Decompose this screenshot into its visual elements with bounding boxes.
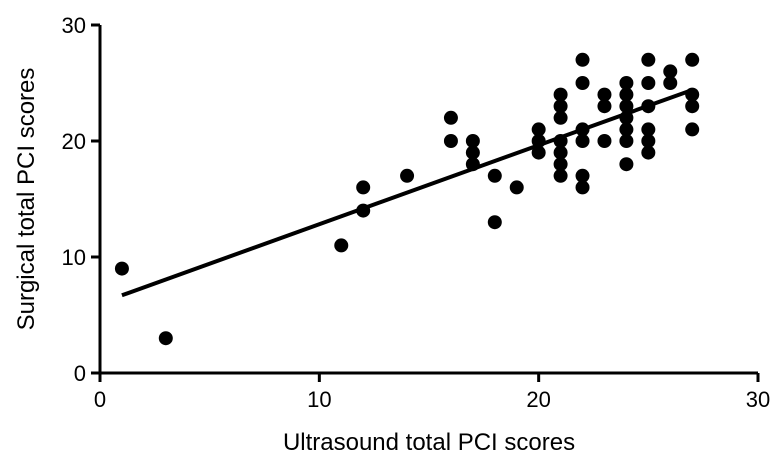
plot-area [114, 52, 700, 346]
data-point [487, 215, 502, 230]
data-point [465, 157, 480, 172]
data-point [641, 122, 656, 137]
data-point [575, 168, 590, 183]
y-tick-label: 30 [62, 13, 86, 38]
data-point [553, 134, 568, 148]
data-point [575, 122, 590, 137]
data-point [553, 157, 568, 172]
data-point [553, 145, 568, 160]
data-point [641, 145, 656, 160]
data-point [619, 87, 634, 102]
regression-line [121, 88, 693, 298]
data-point [334, 238, 349, 253]
data-point [619, 157, 634, 172]
x-tick-label: 0 [94, 387, 106, 412]
data-point [553, 99, 568, 114]
data-point [356, 180, 371, 195]
data-point [443, 110, 458, 125]
data-point [465, 134, 480, 148]
data-point [597, 134, 612, 148]
data-point [641, 76, 656, 90]
data-point [531, 145, 546, 160]
data-point [443, 134, 458, 148]
data-point [685, 87, 700, 102]
y-axis-title: Surgical total PCI scores [13, 68, 40, 331]
data-point [114, 261, 129, 276]
y-tick-label: 20 [62, 129, 86, 154]
y-tick-label: 0 [74, 361, 86, 386]
data-point [509, 180, 524, 195]
data-point [619, 99, 634, 114]
data-point [619, 110, 634, 125]
data-point [553, 87, 568, 102]
data-point [553, 168, 568, 183]
data-point [619, 76, 634, 90]
data-point [663, 76, 678, 90]
data-point [685, 122, 700, 137]
data-point [575, 180, 590, 195]
data-point [158, 331, 173, 346]
data-point [597, 87, 612, 102]
x-axis-title: Ultrasound total PCI scores [283, 429, 575, 455]
data-point [575, 134, 590, 148]
data-point [619, 122, 634, 137]
data-point [553, 110, 568, 125]
data-point [641, 52, 656, 67]
axis-ticks: 0 10 20 30 0 10 20 30 [62, 13, 771, 412]
data-point [641, 134, 656, 148]
data-point [641, 99, 656, 114]
data-point [663, 64, 678, 79]
data-point [619, 134, 634, 148]
data-point [575, 52, 590, 67]
data-point [487, 168, 502, 183]
data-point [597, 99, 612, 114]
data-point [531, 134, 546, 148]
data-point [685, 99, 700, 114]
x-tick-label: 30 [746, 387, 770, 412]
data-point [465, 145, 480, 160]
data-point [531, 122, 546, 137]
data-point [400, 168, 415, 183]
y-tick-label: 10 [62, 245, 86, 270]
x-tick-label: 20 [526, 387, 550, 412]
data-point [356, 203, 371, 218]
data-point [685, 52, 700, 67]
x-tick-label: 10 [307, 387, 331, 412]
data-point [575, 76, 590, 90]
